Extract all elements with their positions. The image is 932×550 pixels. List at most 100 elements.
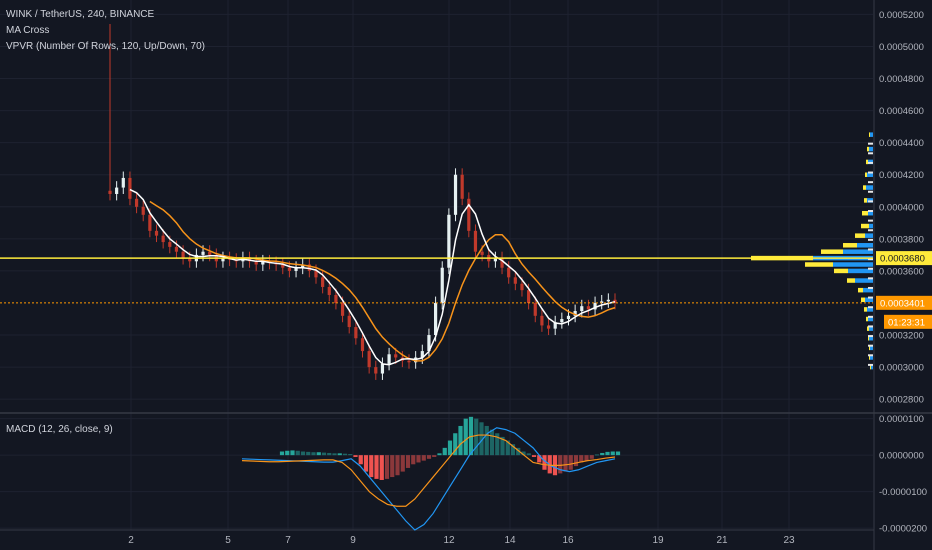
vp-up-bar	[857, 243, 873, 248]
macd-hist-bar	[573, 455, 579, 467]
macd-hist-bar	[615, 451, 621, 456]
macd-hist-bar	[426, 455, 432, 459]
vp-edge-mark	[868, 277, 873, 280]
macd-hist-bar	[474, 418, 479, 456]
vp-edge-mark	[868, 344, 873, 347]
candle-body	[161, 235, 165, 243]
candle-body	[128, 177, 132, 199]
vp-up-bar	[868, 316, 873, 322]
candle-body	[281, 264, 285, 268]
macd-hist-bar	[479, 422, 484, 456]
candle-body	[453, 174, 458, 215]
time-tick-label: 5	[225, 535, 231, 546]
macd-hist-bar	[290, 450, 295, 456]
price-tick-label: 0.0002800	[879, 395, 924, 406]
vp-up-bar	[866, 185, 873, 190]
time-tick-label: 9	[350, 535, 356, 546]
macd-hist-bar	[489, 429, 495, 456]
candle-body	[201, 251, 205, 255]
macd-hist-bar	[300, 451, 306, 456]
candle-body	[221, 258, 225, 262]
candle-body	[507, 267, 511, 278]
candle-body	[420, 351, 424, 358]
candle-body	[141, 206, 145, 215]
macd-tick-label: 0.0000100	[879, 414, 924, 425]
candle-body	[321, 277, 325, 287]
vp-edge-mark	[868, 219, 873, 222]
ma-cross-legend[interactable]: MA Cross	[6, 25, 50, 36]
vp-edge-mark	[868, 296, 873, 299]
macd-hist-bar	[600, 452, 605, 456]
candle-body	[394, 354, 398, 358]
candle-body	[540, 315, 544, 326]
candle-body	[121, 177, 125, 188]
vp-up-bar	[871, 364, 873, 370]
macd-hist-bar	[379, 455, 384, 480]
vp-down-bar	[870, 364, 871, 370]
macd-hist-bar	[447, 440, 453, 456]
candle-body	[566, 315, 571, 320]
candle-body	[360, 338, 365, 352]
candle-body	[148, 214, 152, 231]
vp-edge-mark	[868, 200, 873, 203]
macd-legend[interactable]: MACD (12, 26, close, 9)	[6, 424, 113, 435]
vp-edge-mark	[868, 161, 873, 164]
candle-body	[606, 299, 610, 302]
time-tick-label: 2	[128, 535, 134, 546]
vp-edge-mark	[868, 335, 873, 338]
candle-body	[334, 294, 338, 303]
candle-body	[407, 360, 411, 363]
price-tick-label: 0.0005200	[879, 10, 924, 21]
vp-up-bar	[870, 132, 873, 137]
vp-edge-mark	[868, 363, 873, 366]
price-tick-label: 0.0004800	[879, 74, 924, 85]
vp-down-bar	[868, 336, 869, 341]
candles	[108, 24, 617, 380]
macd-hist-bar	[321, 452, 327, 456]
countdown-bg	[884, 314, 932, 329]
macd-hist-bar	[327, 452, 332, 456]
time-tick-label: 21	[716, 535, 728, 546]
vp-down-bar	[805, 262, 833, 267]
vp-down-bar	[864, 198, 867, 203]
macd-hist-bar	[442, 447, 447, 456]
macd-hist-bar	[579, 455, 584, 463]
candle-body	[586, 306, 591, 310]
macd-hist-bar	[405, 455, 411, 468]
candle-body	[314, 270, 318, 278]
time-tick-label: 14	[504, 535, 516, 546]
macd-hist-bar	[395, 455, 400, 476]
macd-hist-bar	[285, 450, 290, 456]
poc-label-bg	[876, 251, 932, 266]
macd-hist-bar	[374, 455, 379, 479]
macd-hist-bar	[342, 453, 348, 456]
candle-body	[134, 198, 139, 207]
candle-body	[327, 286, 331, 295]
vp-edge-mark	[868, 210, 873, 213]
candle-body	[208, 251, 212, 255]
macd-hist-bar	[453, 433, 458, 456]
candle-body	[294, 267, 298, 271]
candle-body	[380, 363, 385, 374]
candle-body	[500, 258, 504, 268]
time-tick-label: 12	[443, 535, 455, 546]
vp-down-bar	[864, 307, 867, 312]
vp-up-bar	[867, 307, 873, 312]
macd-hist-bar	[384, 455, 390, 479]
vp-down-bar	[861, 297, 865, 303]
candle-body	[181, 251, 185, 259]
last-price-label: 0.0003401	[880, 298, 925, 309]
macd-hist-bar	[505, 440, 510, 456]
candle-body	[480, 251, 484, 255]
vp-down-bar	[855, 233, 865, 238]
macd-hist-bar	[458, 425, 463, 456]
candle-body	[387, 354, 391, 364]
macd-hist-bar	[332, 453, 337, 456]
poc-price-label: 0.0003680	[880, 254, 925, 265]
vp-edge-mark	[868, 258, 873, 261]
vpvr-legend[interactable]: VPVR (Number Of Rows, 120, Up/Down, 70)	[6, 41, 205, 52]
candle-body	[447, 214, 451, 268]
candle-body	[367, 351, 371, 368]
candle-body	[520, 283, 524, 291]
